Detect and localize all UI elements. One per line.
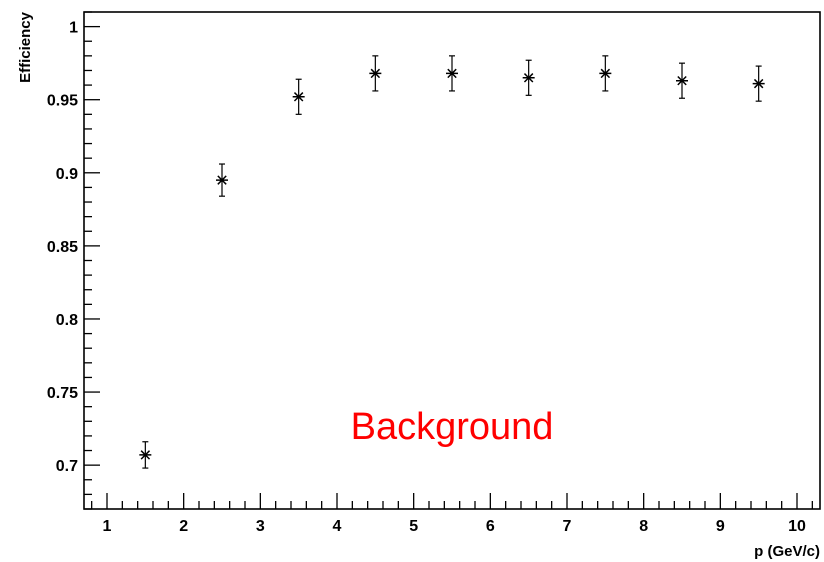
data-point: [139, 441, 152, 469]
y-axis-title: Efficiency: [17, 11, 34, 83]
y-tick-label: 1: [69, 20, 78, 37]
x-tick-label: 8: [639, 518, 648, 535]
x-tick-label: 4: [333, 518, 342, 535]
asterisk-marker: [599, 68, 612, 79]
data-point: [599, 55, 612, 92]
data-point: [292, 78, 305, 115]
y-tick-label: 0.9: [56, 166, 78, 183]
x-tick-label: 3: [256, 518, 265, 535]
x-tick-label: 5: [409, 518, 418, 535]
asterisk-marker: [446, 68, 458, 79]
data-points-layer: [139, 55, 765, 469]
asterisk-marker: [139, 450, 152, 460]
x-tick-label: 1: [103, 518, 112, 535]
asterisk-marker: [522, 73, 535, 83]
annotation-label: Background: [351, 406, 554, 448]
y-tick-label: 0.7: [56, 458, 78, 475]
x-tick-label: 9: [716, 518, 725, 535]
y-tick-label: 0.8: [56, 312, 78, 329]
y-tick-label: 0.75: [47, 385, 78, 402]
y-tick-label: 0.85: [47, 239, 78, 256]
data-point: [752, 65, 765, 102]
x-tick-label: 10: [788, 518, 806, 535]
asterisk-marker: [292, 92, 305, 102]
axes-layer: [83, 11, 821, 510]
asterisk-marker: [369, 68, 382, 79]
y-tick-label: 0.95: [47, 93, 78, 110]
x-tick-label: 7: [563, 518, 572, 535]
asterisk-marker: [216, 175, 228, 185]
data-point: [446, 55, 458, 92]
asterisk-marker: [676, 75, 688, 86]
labels-layer: 0.7 0.75 0.8 0.85 0.9 0.95 1 1 2 3 4 5 6 7 8 9 10 p (GeV/…: [17, 11, 820, 560]
data-point: [216, 163, 228, 197]
data-point: [676, 62, 688, 99]
x-tick-label: 2: [179, 518, 188, 535]
data-point: [369, 55, 382, 92]
data-point: [522, 59, 535, 96]
x-axis-title: p (GeV/c): [754, 543, 820, 560]
asterisk-marker: [752, 78, 765, 89]
x-tick-label: 6: [486, 518, 495, 535]
